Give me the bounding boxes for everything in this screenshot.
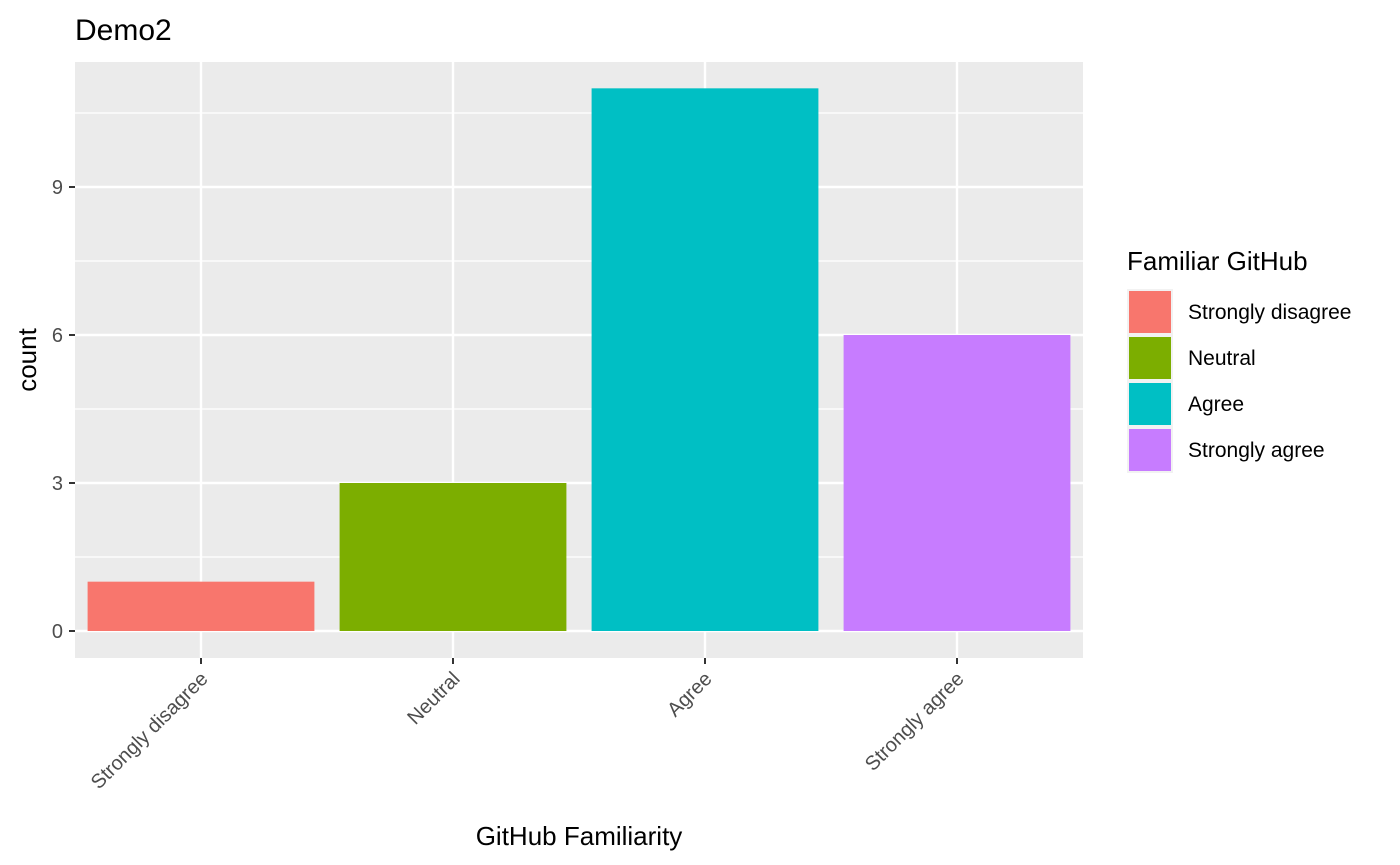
legend-label: Strongly agree <box>1188 439 1325 462</box>
y-tick-label: 0 <box>52 621 63 643</box>
bar-strongly-disagree <box>87 581 315 631</box>
x-tick-label: Strongly agree <box>861 668 969 776</box>
y-tick-label: 9 <box>52 177 63 199</box>
legend-label: Strongly disagree <box>1188 301 1351 324</box>
chart-title: Demo2 <box>75 14 172 47</box>
x-axis-title: GitHub Familiarity <box>476 821 683 851</box>
legend: Familiar GitHub Strongly disagree Neutral… <box>1127 246 1351 473</box>
legend-label: Agree <box>1188 393 1244 416</box>
bar-neutral <box>339 483 567 631</box>
x-tick-label: Agree <box>663 668 716 721</box>
y-tick-label: 6 <box>52 325 63 347</box>
x-tick-label: Neutral <box>403 668 464 729</box>
y-tick-label: 3 <box>52 473 63 495</box>
legend-swatch <box>1129 429 1171 471</box>
bar-agree <box>591 88 819 632</box>
plot-area: 0 3 6 9 Strongly disagree Neutral Agree Strongl… <box>52 62 1083 794</box>
legend-swatch <box>1129 337 1171 379</box>
legend-label: Neutral <box>1188 347 1256 370</box>
x-tick-label: Strongly disagree <box>87 668 213 794</box>
legend-swatch <box>1129 291 1171 333</box>
y-axis-title: count <box>12 327 42 391</box>
legend-title: Familiar GitHub <box>1127 246 1308 276</box>
bar-strongly-agree <box>843 335 1071 631</box>
legend-swatch <box>1129 383 1171 425</box>
